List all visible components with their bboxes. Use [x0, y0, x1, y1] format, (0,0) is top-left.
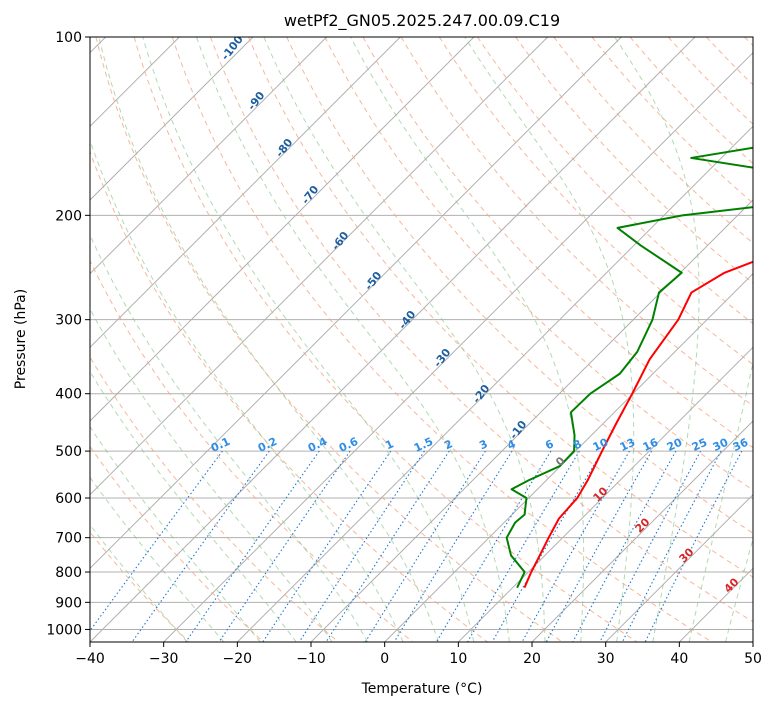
mixing-ratio-line-16: [545, 450, 653, 642]
isotherm--90: [90, 37, 328, 275]
isotherm--20: [236, 125, 753, 642]
x-tick-label: 10: [449, 651, 467, 667]
dry-adiabat-30: [133, 37, 638, 642]
x-tick-label: 0: [380, 651, 389, 667]
dry-adiabat-130: [515, 37, 753, 284]
isotherm--40: [90, 37, 696, 642]
dry-adiabat-50: [209, 37, 753, 623]
mixing-ratio-line-30: [621, 450, 722, 642]
mixing-ratio-line-8: [467, 450, 580, 642]
moist-adiabat-5: [98, 37, 439, 642]
moist-adiabat-15: [196, 37, 510, 642]
x-tick-label: 20: [523, 651, 541, 667]
moist-adiabat--10: [90, 307, 333, 642]
y-tick-label: 300: [55, 313, 82, 329]
y-tick-label: 600: [55, 491, 82, 507]
isotherm--100: [90, 37, 254, 201]
isotherm--70: [90, 37, 475, 422]
chart-title: wetPf2_GN05.2025.247.00.09.C19: [284, 11, 560, 31]
mixing-ratio-line-3: [364, 450, 486, 642]
mixing-ratio-line-0.6: [218, 450, 351, 642]
x-axis: −40 −30 −20 −10 0 10 20 30 40 50: [75, 642, 762, 667]
dry-adiabat-20: [95, 37, 563, 642]
dry-adiabat-110: [438, 37, 753, 366]
mixing-ratio-label: 36: [731, 436, 751, 454]
dry-adiabat-90: [362, 37, 753, 449]
isotherm--60: [90, 37, 549, 496]
moist-adiabat-35: [614, 37, 700, 642]
isotherm--50: [90, 37, 622, 570]
mixing-ratio-label: 20: [665, 436, 685, 454]
x-tick-label: −20: [223, 651, 253, 667]
y-tick-label: 500: [55, 444, 82, 460]
mixing-ratio-line-0.4: [185, 450, 320, 642]
profile-temperature: [523, 260, 753, 589]
y-tick-label: 200: [55, 208, 82, 224]
x-tick-label: 50: [744, 651, 762, 667]
moist-adiabat-0: [90, 139, 404, 642]
plot-frame: [89, 36, 754, 643]
y-tick-label: 700: [55, 531, 82, 547]
x-tick-label: 30: [597, 651, 615, 667]
mixing-ratio-line-6: [435, 450, 552, 642]
x-axis-label: Temperature (°C): [361, 681, 483, 697]
isotherm-30: [605, 493, 753, 642]
mixing-ratio-line-20: [572, 450, 677, 642]
y-tick-label: 400: [55, 387, 82, 403]
moist-adiabat-45: [725, 537, 753, 642]
dry-adiabat-100: [400, 37, 753, 407]
profile-dewpoint: [505, 146, 753, 589]
dry-adiabat-150: [591, 37, 753, 204]
y-axis-label: Pressure (hPa): [13, 289, 29, 389]
isotherm--30: [163, 51, 753, 642]
mixing-ratio-label: 13: [618, 436, 637, 454]
moist-adiabat--30: [90, 524, 188, 642]
mixing-ratio-line-0.2: [131, 450, 270, 642]
dry-adiabat-160: [629, 37, 753, 165]
x-tick-label: −10: [296, 651, 326, 667]
mixing-ratio-label: 25: [690, 436, 709, 454]
mixing-ratio-line-4: [393, 450, 513, 642]
mixing-ratio-label: 10: [591, 436, 611, 454]
mixing-ratio-line-10: [491, 450, 603, 642]
x-tick-label: −30: [149, 651, 179, 667]
moist-adiabat-40: [688, 360, 753, 642]
y-tick-label: 800: [55, 565, 82, 581]
isotherm--80: [90, 37, 401, 349]
y-axis: 100 200 300 400 500 600 700 800 900 1000: [46, 30, 90, 638]
dry-adiabat-40: [171, 37, 712, 642]
dry-adiabat-0: [90, 259, 414, 642]
moist-adiabat-30: [464, 37, 635, 642]
dry-adiabat-60: [248, 37, 753, 578]
dry-adiabat--20: [90, 445, 264, 642]
isotherm-0: [384, 272, 753, 642]
moist-adiabat--20: [90, 425, 261, 642]
moist-adiabat-10: [142, 37, 475, 642]
x-tick-label: 40: [670, 651, 688, 667]
x-tick-label: −40: [75, 651, 105, 667]
moist-adiabat-25: [350, 37, 585, 642]
y-tick-label: 100: [55, 30, 82, 46]
isotherm-20: [531, 420, 753, 642]
isotherm--10: [310, 199, 753, 642]
moist-adiabat--5: [90, 233, 369, 642]
y-tick-label: 1000: [46, 622, 82, 638]
y-tick-label: 900: [55, 595, 82, 611]
mixing-ratio-label: 16: [641, 436, 661, 454]
mixing-ratio-line-13: [521, 450, 630, 642]
mixing-ratio-line-25: [599, 450, 702, 642]
dry-adiabat-120: [477, 37, 753, 325]
isotherm-10: [457, 346, 753, 642]
dry-adiabat--30: [90, 531, 190, 642]
mixing-ratio-label: 30: [711, 436, 731, 454]
moist-adiabat-20: [263, 37, 546, 642]
